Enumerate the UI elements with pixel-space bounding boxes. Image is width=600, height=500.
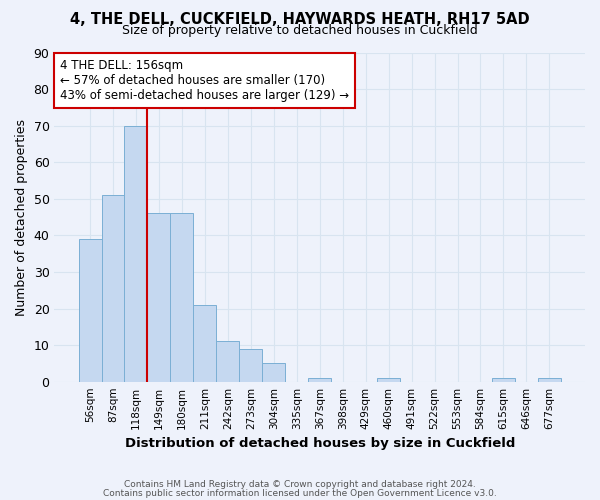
Text: Contains HM Land Registry data © Crown copyright and database right 2024.: Contains HM Land Registry data © Crown c… bbox=[124, 480, 476, 489]
Bar bbox=[262, 364, 285, 382]
X-axis label: Distribution of detached houses by size in Cuckfield: Distribution of detached houses by size … bbox=[125, 437, 515, 450]
Bar bbox=[308, 378, 331, 382]
Y-axis label: Number of detached properties: Number of detached properties bbox=[15, 118, 28, 316]
Bar bbox=[101, 195, 124, 382]
Bar bbox=[124, 126, 148, 382]
Bar bbox=[239, 349, 262, 382]
Bar bbox=[492, 378, 515, 382]
Bar bbox=[193, 305, 217, 382]
Text: Size of property relative to detached houses in Cuckfield: Size of property relative to detached ho… bbox=[122, 24, 478, 37]
Text: Contains public sector information licensed under the Open Government Licence v3: Contains public sector information licen… bbox=[103, 488, 497, 498]
Text: 4, THE DELL, CUCKFIELD, HAYWARDS HEATH, RH17 5AD: 4, THE DELL, CUCKFIELD, HAYWARDS HEATH, … bbox=[70, 12, 530, 28]
Bar bbox=[377, 378, 400, 382]
Bar bbox=[538, 378, 561, 382]
Bar bbox=[217, 342, 239, 382]
Bar bbox=[170, 214, 193, 382]
Bar bbox=[148, 214, 170, 382]
Text: 4 THE DELL: 156sqm
← 57% of detached houses are smaller (170)
43% of semi-detach: 4 THE DELL: 156sqm ← 57% of detached hou… bbox=[60, 59, 349, 102]
Bar bbox=[79, 239, 101, 382]
